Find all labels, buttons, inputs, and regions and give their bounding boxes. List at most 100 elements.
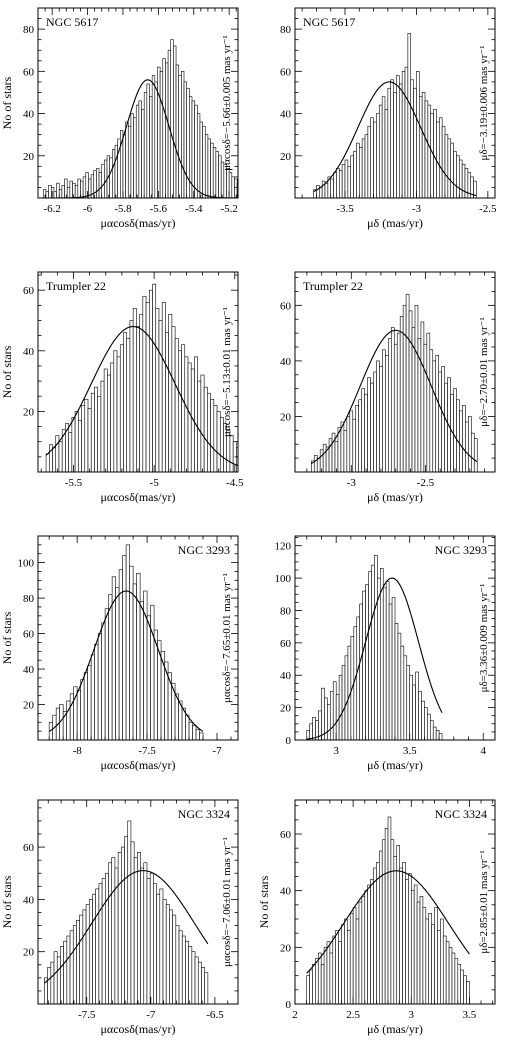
histogram-bar (127, 820, 132, 1004)
gaussian-fit-curve (45, 325, 238, 467)
histogram-bar (110, 362, 115, 472)
y-axis-label: No of stars (0, 875, 14, 928)
histogram-bar (459, 410, 463, 472)
histogram-bar (188, 946, 193, 1004)
x-tick-label: -3.5 (336, 203, 354, 215)
histogram-bar (335, 930, 339, 1004)
histogram-bar (113, 350, 118, 472)
histogram-bar (87, 408, 92, 472)
histogram-bar (341, 665, 346, 740)
histogram-bar (413, 87, 417, 198)
x-tick-label: -5 (150, 477, 160, 489)
fit-result-label: μδ=−2.70±0.01 mas yr⁻¹ (478, 317, 490, 427)
histogram-bar (229, 435, 234, 472)
histogram-bars (48, 544, 204, 740)
histogram-bar (378, 850, 383, 1004)
x-tick-label: -5.5 (65, 477, 83, 489)
x-tick-label: 3 (409, 1009, 415, 1021)
histogram-bar (435, 729, 440, 740)
x-axis-label: μαcosδ(mas/yr) (100, 490, 175, 504)
histogram-bars (306, 816, 470, 1004)
histogram-bar (359, 603, 363, 740)
histogram-bar (393, 92, 397, 198)
y-tick-label: 20 (23, 700, 35, 712)
histogram-bar (199, 732, 204, 740)
histogram-bar (409, 674, 413, 740)
y-tick-label: 80 (280, 605, 292, 617)
histogram-bar (312, 717, 316, 740)
histogram-bar (394, 623, 399, 740)
gaussian-fit-curve (311, 329, 478, 465)
histogram-bar (202, 125, 206, 198)
histogram-bar (376, 113, 380, 198)
histogram-bar (381, 96, 386, 198)
histogram-bar (187, 362, 192, 472)
histogram-bar (355, 918, 360, 1004)
histogram-bar (432, 360, 437, 472)
histogram-bar (406, 665, 411, 740)
histogram-bar (162, 899, 167, 1004)
histogram-bar (374, 555, 378, 740)
histogram-bar (140, 867, 145, 1004)
y-axis-label: No of stars (257, 875, 271, 928)
histogram-bar (195, 729, 200, 740)
histogram-bar (388, 603, 393, 740)
histogram-bar (322, 443, 327, 472)
histogram-bar (191, 951, 196, 1004)
histogram-bar (123, 332, 128, 472)
histogram-bar (412, 684, 416, 740)
histogram-bar (316, 457, 321, 472)
histogram-bar (402, 862, 406, 1004)
histogram-bar (427, 713, 431, 740)
histogram-bar (333, 172, 337, 198)
y-tick-label: 40 (23, 346, 35, 358)
histogram-bar (356, 616, 361, 740)
histogram-bar (72, 182, 76, 198)
histogram-bar (80, 679, 85, 740)
histogram-bar (58, 441, 63, 472)
y-tick-label: 20 (23, 406, 35, 418)
histogram-bar (316, 185, 320, 198)
histogram-bars (44, 820, 209, 1004)
histogram-bar (82, 909, 87, 1004)
histogram-bar (50, 961, 55, 1004)
histogram-bar (438, 117, 443, 198)
histogram-bar (418, 691, 422, 740)
histogram-bar (149, 96, 153, 198)
histogram-bar (438, 733, 443, 740)
y-tick-label: 40 (23, 109, 35, 121)
histogram-bar (181, 344, 186, 472)
histogram-bar (384, 109, 389, 198)
histogram-bar (135, 104, 140, 198)
histogram-bar (183, 81, 187, 198)
histogram-bar (364, 393, 368, 472)
histogram-bar (215, 151, 219, 198)
y-tick-label: 20 (280, 151, 292, 163)
histogram-bar (132, 308, 137, 472)
histogram-bar (136, 326, 140, 472)
histogram-bar (320, 964, 325, 1004)
y-tick-label: 80 (280, 24, 292, 36)
histogram-bar (92, 893, 96, 1004)
x-tick-label: -6.2 (43, 203, 60, 215)
histogram-bar (334, 441, 339, 472)
gaussian-fit-curve (306, 870, 470, 974)
histogram-bar (240, 185, 243, 198)
histogram-bar (194, 356, 198, 472)
histogram-bar (96, 168, 100, 198)
histogram-bar (418, 96, 423, 198)
histogram-bar (453, 151, 457, 198)
histogram-bar (378, 104, 383, 198)
x-tick-label: -6.5 (206, 1009, 224, 1021)
histogram-bar (151, 75, 156, 198)
histogram-bar (107, 374, 111, 472)
cluster-label: NGC 5617 (46, 15, 98, 29)
histogram-bar (216, 411, 221, 472)
histogram-bar (317, 952, 322, 1004)
histogram-bar (178, 75, 182, 198)
histogram-bar (338, 170, 343, 198)
histogram-bar (373, 867, 377, 1004)
histogram-bar (437, 930, 441, 1004)
y-tick-label: 60 (23, 285, 35, 297)
histogram-bar (421, 92, 426, 198)
